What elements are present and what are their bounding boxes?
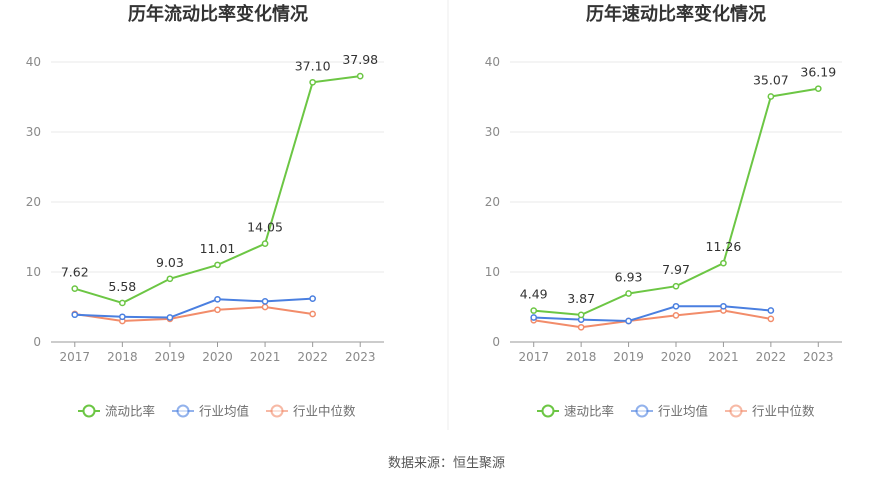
legend-label: 行业中位数 — [752, 404, 815, 419]
data-label: 6.93 — [615, 269, 643, 284]
data-point — [261, 298, 269, 305]
data-label: 35.07 — [753, 73, 789, 88]
x-tick-label: 2018 — [107, 350, 138, 364]
data-point — [625, 290, 632, 297]
data-point — [672, 282, 680, 290]
data-point — [767, 93, 775, 100]
data-point — [166, 275, 174, 283]
x-tick-label: 2018 — [566, 350, 597, 364]
data-point — [625, 317, 632, 325]
legend-item[interactable]: 行业均值 — [631, 404, 708, 419]
x-tick-label: 2022 — [297, 350, 328, 364]
data-point — [71, 311, 79, 319]
data-label: 14.05 — [247, 220, 283, 235]
data-point — [767, 307, 775, 314]
y-tick-label: 40 — [485, 55, 500, 69]
data-label: 37.10 — [295, 58, 331, 73]
data-point — [214, 261, 221, 269]
y-tick-label: 0 — [492, 335, 500, 349]
legend-item[interactable]: 行业中位数 — [725, 404, 815, 419]
x-tick-label: 2021 — [708, 350, 739, 364]
quick-ratio-chart: 历年速动比率变化情况 0 10 20 30 40 2017 2018 2019 2020 2021… — [485, 3, 842, 419]
data-label: 7.97 — [662, 262, 690, 277]
data-point — [309, 295, 316, 302]
y-tick-label: 10 — [26, 265, 41, 279]
y-tick-label: 20 — [485, 195, 500, 209]
data-point — [119, 313, 126, 321]
data-point — [214, 306, 221, 314]
legend-marker-icon — [82, 404, 96, 418]
y-tick-label: 30 — [26, 125, 41, 139]
data-point — [767, 315, 775, 323]
legend-label: 行业均值 — [658, 404, 708, 419]
data-label: 37.98 — [342, 52, 378, 67]
data-label: 9.03 — [156, 255, 184, 270]
current-ratio-chart: 历年流动比率变化情况 0 10 20 30 40 2017 2018 2019 2020 2021… — [26, 3, 384, 419]
data-label: 11.26 — [706, 239, 742, 254]
data-point — [261, 240, 269, 247]
data-source-note: 数据来源：恒生聚源 — [387, 456, 505, 471]
data-point — [119, 299, 126, 307]
x-tick-label: 2022 — [756, 350, 787, 364]
data-label: 36.19 — [800, 65, 836, 80]
x-tick-label: 2023 — [345, 350, 376, 364]
data-point — [356, 72, 364, 80]
legend-item[interactable]: 行业均值 — [172, 404, 249, 419]
x-tick-label: 2017 — [60, 350, 91, 364]
legend-label: 行业中位数 — [293, 404, 356, 419]
data-point — [577, 323, 585, 331]
chart-title: 历年速动比率变化情况 — [586, 3, 766, 25]
x-tick-label: 2020 — [202, 350, 233, 364]
data-point — [530, 314, 538, 321]
y-tick-label: 20 — [26, 195, 41, 209]
data-point — [214, 295, 221, 303]
data-point — [530, 307, 538, 314]
data-point — [309, 78, 316, 86]
y-tick-label: 40 — [26, 55, 41, 69]
legend-label: 行业均值 — [199, 404, 249, 419]
data-point — [166, 314, 174, 321]
data-label: 5.58 — [108, 279, 136, 294]
x-tick-label: 2017 — [518, 350, 549, 364]
data-point — [309, 310, 316, 318]
series-line — [74, 305, 313, 323]
data-point — [672, 312, 680, 319]
data-label: 7.62 — [61, 265, 89, 280]
x-tick-label: 2023 — [803, 350, 834, 364]
x-tick-label: 2020 — [661, 350, 692, 364]
y-tick-label: 30 — [485, 125, 500, 139]
data-point — [577, 311, 585, 319]
legend-item[interactable]: 流动比率 — [78, 404, 155, 419]
data-point — [261, 303, 269, 311]
legend-item[interactable]: 速动比率 — [537, 404, 614, 419]
chart-title: 历年流动比率变化情况 — [128, 3, 308, 25]
legend-marker-icon — [729, 404, 743, 418]
data-point — [720, 259, 727, 267]
legend-label: 速动比率 — [564, 404, 614, 419]
series-line — [533, 305, 771, 323]
series-line — [74, 75, 361, 305]
x-tick-label: 2019 — [155, 350, 186, 364]
data-point — [720, 302, 727, 310]
data-label: 11.01 — [200, 241, 236, 256]
legend-marker-icon — [176, 404, 190, 418]
data-label: 4.49 — [520, 287, 548, 302]
legend-marker-icon — [541, 404, 555, 418]
data-point — [814, 85, 822, 93]
legend-marker-icon — [270, 404, 284, 418]
legend-item[interactable]: 行业中位数 — [266, 404, 356, 419]
y-tick-label: 10 — [485, 265, 500, 279]
series-line — [74, 297, 313, 319]
x-tick-label: 2019 — [613, 350, 644, 364]
data-point — [672, 302, 680, 310]
legend-label: 流动比率 — [105, 404, 155, 419]
legend-marker-icon — [635, 404, 649, 418]
x-tick-label: 2021 — [250, 350, 281, 364]
data-label: 3.87 — [567, 291, 595, 306]
y-tick-label: 0 — [33, 335, 41, 349]
data-point — [71, 285, 79, 293]
series-line — [533, 309, 772, 329]
